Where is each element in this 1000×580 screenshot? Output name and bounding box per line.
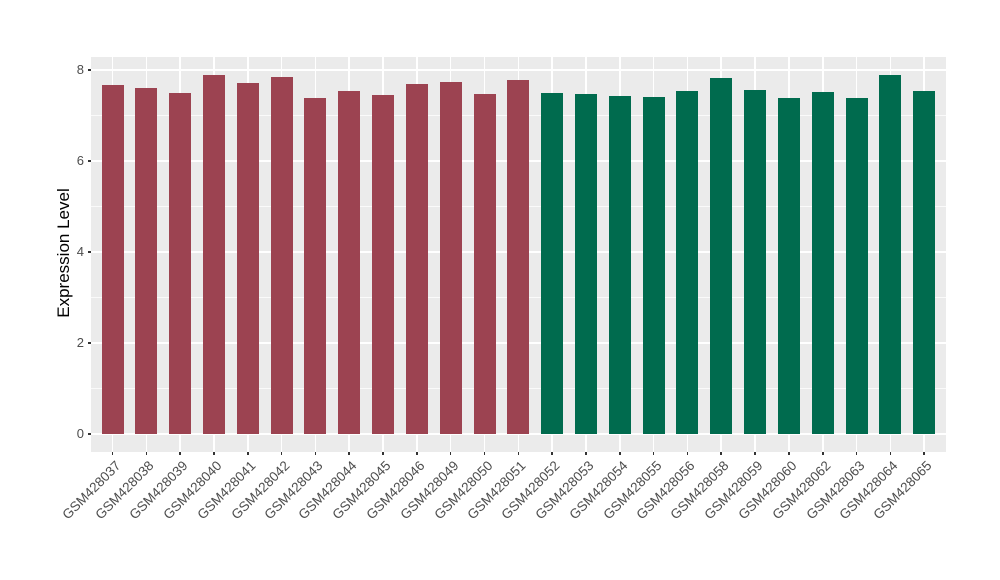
- bar-GSM428056: [676, 91, 699, 434]
- bar-GSM428051: [507, 80, 530, 434]
- bar-GSM428041: [236, 83, 259, 434]
- x-axis-tick: [788, 452, 790, 455]
- x-axis-tick: [314, 452, 317, 455]
- bar-GSM428050: [473, 93, 496, 434]
- x-axis-tick: [111, 452, 114, 455]
- y-axis-tick: [88, 69, 91, 72]
- y-axis-tick: [88, 433, 91, 435]
- x-axis-tick: [145, 452, 148, 455]
- bar-GSM428039: [169, 92, 192, 434]
- plot-panel: [91, 57, 946, 452]
- bar-GSM428065: [913, 90, 936, 434]
- bar-GSM428055: [642, 96, 665, 434]
- bar-GSM428059: [744, 89, 767, 434]
- bar-GSM428062: [811, 92, 834, 434]
- x-axis-tick: [585, 452, 587, 455]
- y-axis-tick-label: 8: [76, 62, 84, 78]
- bar-GSM428037: [101, 85, 124, 434]
- y-axis-tick: [88, 251, 91, 253]
- bar-GSM428046: [405, 83, 428, 434]
- x-axis-tick: [179, 452, 181, 455]
- x-axis-tick: [754, 452, 756, 455]
- bar-GSM428053: [574, 93, 597, 434]
- x-axis-tick: [449, 452, 452, 455]
- bar-GSM428054: [608, 96, 631, 434]
- x-axis-tick: [720, 452, 723, 455]
- x-axis-tick: [923, 452, 925, 455]
- bar-GSM428060: [777, 97, 800, 434]
- y-axis-tick-label: 4: [76, 244, 84, 260]
- bar-GSM428049: [439, 81, 462, 434]
- bar-GSM428043: [304, 98, 327, 434]
- x-axis-tick: [551, 452, 553, 455]
- bar-GSM428038: [135, 87, 158, 434]
- x-axis-tick: [652, 452, 655, 455]
- x-axis-tick: [280, 452, 283, 455]
- x-axis-tick: [382, 452, 384, 455]
- bar-GSM428052: [541, 92, 564, 434]
- bar-GSM428045: [372, 94, 395, 434]
- y-axis-tick-label: 0: [76, 426, 84, 441]
- bar-GSM428040: [202, 74, 225, 434]
- x-axis-tick: [483, 452, 486, 455]
- x-axis-tick: [889, 452, 892, 455]
- y-axis-tick-label: 6: [76, 153, 84, 169]
- x-axis-tick: [213, 452, 215, 455]
- y-axis-tick-label: 2: [76, 335, 84, 351]
- bar-GSM428044: [338, 90, 361, 434]
- bar-GSM428058: [710, 78, 733, 434]
- y-axis-tick: [88, 342, 91, 344]
- x-axis-tick: [517, 452, 520, 455]
- x-axis-tick: [619, 452, 621, 455]
- y-axis-tick: [88, 160, 91, 162]
- x-axis-tick: [416, 452, 418, 455]
- bar-GSM428064: [879, 75, 902, 434]
- x-axis-tick: [246, 452, 249, 455]
- x-axis-tick: [821, 452, 824, 455]
- bar-GSM428042: [270, 77, 293, 434]
- bar-GSM428063: [845, 97, 868, 434]
- x-axis-tick: [686, 452, 689, 455]
- x-axis-tick: [855, 452, 858, 455]
- x-axis-tick: [348, 452, 351, 455]
